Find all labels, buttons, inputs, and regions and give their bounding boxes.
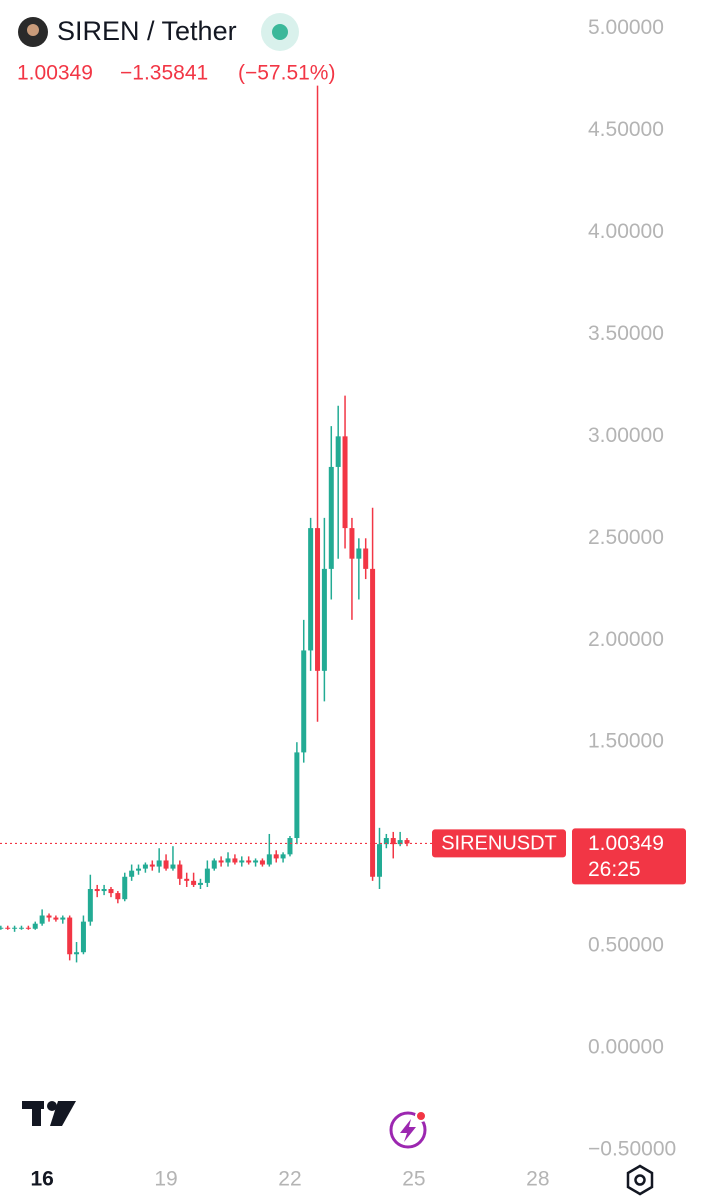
settings-icon[interactable] bbox=[626, 1164, 654, 1196]
candle-body bbox=[18, 927, 24, 929]
candle-body bbox=[376, 844, 382, 877]
candle-body bbox=[149, 864, 155, 867]
alert-icon[interactable] bbox=[389, 1110, 427, 1149]
candle-body bbox=[321, 568, 327, 671]
candle-body bbox=[136, 868, 142, 871]
candle-body bbox=[328, 466, 334, 569]
candle-body bbox=[129, 870, 135, 877]
candle-body bbox=[163, 860, 169, 869]
candle-body bbox=[80, 921, 86, 953]
candle-body bbox=[308, 528, 314, 651]
candle-body bbox=[363, 548, 369, 569]
x-tick-label: 22 bbox=[278, 1168, 301, 1191]
y-tick-label: 0.00000 bbox=[588, 1036, 664, 1059]
y-tick-label: 3.00000 bbox=[588, 424, 664, 447]
candle-body bbox=[0, 927, 4, 929]
header-change: −1.35841 bbox=[120, 62, 208, 85]
symbol-label-box bbox=[432, 829, 566, 858]
candle-body bbox=[349, 528, 355, 559]
candle-body bbox=[259, 860, 265, 865]
candle-body bbox=[94, 889, 100, 892]
candle-body bbox=[404, 840, 410, 844]
candle-body bbox=[273, 854, 279, 859]
y-tick-label: 3.50000 bbox=[588, 322, 664, 345]
y-tick-label: 2.00000 bbox=[588, 628, 664, 651]
candle-body bbox=[39, 915, 45, 924]
candle-body bbox=[122, 876, 128, 900]
candle-body bbox=[156, 860, 162, 867]
candle-body bbox=[87, 889, 93, 922]
y-tick-label: 4.50000 bbox=[588, 118, 664, 141]
candle-body bbox=[101, 889, 107, 892]
header-change-pct: (−57.51%) bbox=[238, 62, 335, 85]
candle-body bbox=[211, 860, 217, 869]
candle-body bbox=[232, 858, 238, 863]
candle-body bbox=[46, 915, 52, 918]
candle-body bbox=[301, 650, 307, 753]
candle-body bbox=[12, 927, 18, 929]
y-tick-label: 0.50000 bbox=[588, 934, 664, 957]
candle-body bbox=[32, 923, 38, 929]
candle-body bbox=[390, 838, 396, 845]
header-price: 1.00349 bbox=[17, 62, 93, 85]
candle-body bbox=[170, 864, 176, 869]
candle-body bbox=[246, 860, 252, 863]
candle-body bbox=[218, 860, 224, 863]
candle-body bbox=[115, 893, 121, 900]
candle-body bbox=[225, 858, 231, 863]
candle-body bbox=[342, 436, 348, 529]
y-tick-label: 1.50000 bbox=[588, 730, 664, 753]
candle-body bbox=[177, 864, 183, 879]
countdown-label: 26:25 bbox=[588, 858, 641, 881]
symbol-label: SIRENUSDT bbox=[441, 833, 557, 855]
chart-title: SIREN / Tether bbox=[57, 16, 237, 46]
market-status-dot bbox=[272, 24, 288, 40]
y-tick-label: 2.50000 bbox=[588, 526, 664, 549]
candle-body bbox=[5, 927, 11, 929]
logo bbox=[22, 1101, 76, 1126]
symbol-icon-face bbox=[27, 24, 39, 36]
candle-body bbox=[266, 854, 272, 865]
candle-body bbox=[197, 882, 203, 885]
candle-body bbox=[294, 752, 300, 839]
price-label-box bbox=[572, 828, 686, 885]
price-label: 1.00349 bbox=[588, 832, 664, 855]
candle-body bbox=[108, 889, 114, 894]
candle-body bbox=[239, 860, 245, 863]
candle-body bbox=[67, 917, 73, 955]
candle-body bbox=[356, 548, 362, 559]
candle-body bbox=[397, 840, 403, 845]
y-tick-label: −0.50000 bbox=[588, 1138, 676, 1161]
candle-body bbox=[142, 864, 148, 869]
candle-body bbox=[191, 880, 197, 885]
x-tick-label: 16 bbox=[30, 1168, 53, 1191]
candle-body bbox=[315, 528, 321, 671]
plot-area bbox=[0, 85, 432, 963]
candle-body bbox=[370, 568, 376, 877]
candle-body bbox=[287, 838, 293, 855]
candle-body bbox=[204, 868, 210, 883]
candle-body bbox=[280, 854, 286, 859]
x-tick-label: 19 bbox=[154, 1168, 177, 1191]
candle-body bbox=[60, 917, 66, 920]
x-tick-label: 25 bbox=[402, 1168, 425, 1191]
candle-body bbox=[25, 927, 31, 929]
candle-body bbox=[383, 838, 389, 845]
candle-body bbox=[335, 436, 341, 467]
candle-body bbox=[184, 878, 190, 881]
y-tick-label: 4.00000 bbox=[588, 220, 664, 243]
y-tick-label: 5.00000 bbox=[588, 16, 664, 39]
candle-body bbox=[74, 952, 80, 955]
candle-body bbox=[253, 860, 259, 863]
x-tick-label: 28 bbox=[526, 1168, 549, 1191]
candle-body bbox=[53, 917, 59, 920]
